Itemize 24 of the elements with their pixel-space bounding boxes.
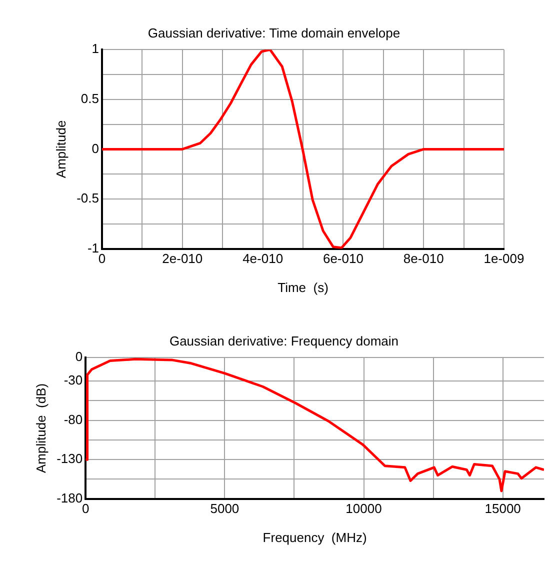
x-tick-label: 6e-010 <box>322 251 364 266</box>
y-tick-label: -180 <box>56 490 83 506</box>
x-tick-label: 8e-010 <box>403 251 444 266</box>
x-tick-label: 15000 <box>484 501 521 516</box>
y-axis-title: Amplitude (dB) <box>33 383 48 473</box>
y-tick-label: -80 <box>64 412 83 427</box>
y-tick-label: 1 <box>92 41 99 56</box>
x-tick-label: 10000 <box>346 501 382 516</box>
x-tick-label: 4e-010 <box>242 251 284 266</box>
y-tick-label: -30 <box>64 372 83 388</box>
x-axis-title: Time (s) <box>278 280 328 295</box>
y-tick-label: 0 <box>92 140 99 156</box>
chart-title: Gaussian derivative: Frequency domain <box>169 333 399 348</box>
y-tick-label: 0.5 <box>80 90 99 106</box>
y-axis-title: Amplitude <box>53 120 68 178</box>
y-tick-label: 0 <box>75 349 83 364</box>
chart-title: Gaussian derivative: Time domain envelope <box>148 25 400 40</box>
y-tick-label: -1 <box>87 240 99 256</box>
x-tick-label: 5000 <box>210 501 240 516</box>
y-tick-label: -0.5 <box>76 190 99 206</box>
x-tick-label: 1e-009 <box>484 251 524 266</box>
x-tick-label: 2e-010 <box>162 251 203 266</box>
y-tick-label: -130 <box>56 451 83 466</box>
x-axis-title: Frequency (MHz) <box>262 530 367 545</box>
